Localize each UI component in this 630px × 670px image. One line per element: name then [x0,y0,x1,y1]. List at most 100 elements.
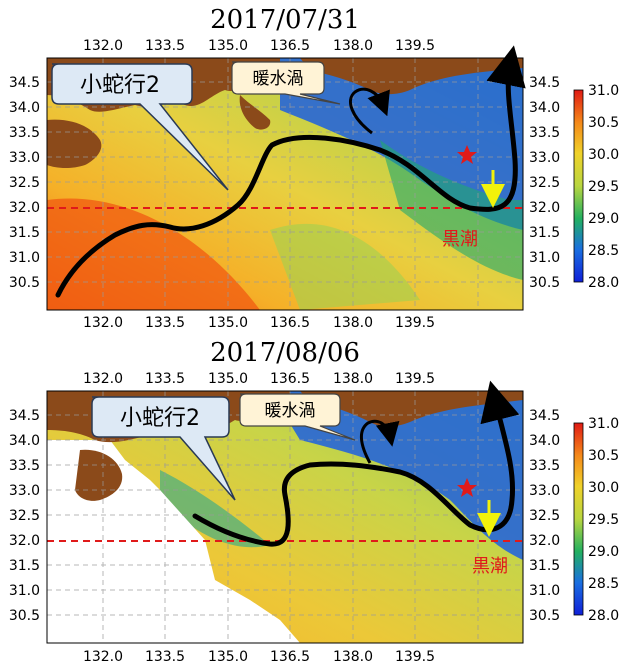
lat-tick: 32.0 [9,200,40,216]
lat-tick: 33.0 [9,150,40,166]
lon-tick: 138.0 [333,315,373,331]
colorbar-tick: 28.0 [588,608,619,624]
lon-tick: 136.5 [270,371,310,387]
lon-tick: 135.0 [208,315,248,331]
panel-2-lat-ticks: 34.5 34.0 33.5 33.0 32.5 32.0 31.5 31.0 … [9,408,560,624]
colorbar-tick: 28.5 [588,243,619,259]
colorbar-tick: 31.0 [588,416,619,432]
lon-tick: 133.5 [145,649,185,665]
panel-1-lon-ticks: 132.0 133.5 135.0 136.5 138.0 139.5 132.… [83,38,435,331]
star-marker [457,478,477,497]
lat-tick: 31.0 [9,250,40,266]
lon-tick: 139.5 [395,38,435,54]
lon-tick: 135.0 [208,649,248,665]
panel-2-lon-ticks: 132.0 133.5 135.0 136.5 138.0 139.5 132.… [83,371,435,665]
colorbar-tick: 31.0 [588,83,619,99]
lat-tick: 34.0 [9,100,40,116]
lon-tick: 132.0 [83,649,123,665]
lat-tick: 31.5 [9,558,40,574]
colorbar-tick: 30.0 [588,147,619,163]
lon-tick: 138.0 [333,649,373,665]
lat-tick: 32.0 [529,533,560,549]
lat-tick: 30.5 [9,275,40,291]
callout-eddy-text: 暖水渦 [265,401,316,421]
lat-tick: 32.5 [9,508,40,524]
colorbar-tick: 29.5 [588,512,619,528]
lon-tick: 139.5 [395,371,435,387]
panel-1-colorbar: 31.0 30.5 30.0 29.5 29.0 28.5 28.0 [573,83,619,291]
lat-tick: 32.5 [9,175,40,191]
kuroshio-path [55,45,526,298]
lat-tick: 33.5 [9,458,40,474]
kuroshio-label: 黒潮 [442,229,478,250]
lat-tick: 31.5 [529,225,560,241]
star-marker [457,145,477,164]
panel-2: 2017/08/06 [9,338,619,665]
colorbar-tick: 30.5 [588,448,619,464]
lon-tick: 136.5 [270,315,310,331]
colorbar-tick: 30.0 [588,480,619,496]
lat-tick: 33.0 [529,483,560,499]
lat-tick: 34.0 [529,433,560,449]
lon-tick: 138.0 [333,371,373,387]
lat-tick: 33.5 [529,125,560,141]
lat-tick: 34.0 [529,100,560,116]
colorbar-tick: 28.5 [588,576,619,592]
lon-tick: 132.0 [83,38,123,54]
land-honshu [300,58,523,95]
lon-tick: 139.5 [395,315,435,331]
lat-tick: 31.5 [9,225,40,241]
callout-meander-text: 小蛇行2 [120,406,200,431]
lon-tick: 138.0 [333,38,373,54]
callout-eddy: 暖水渦 [231,61,341,105]
callout-meander: 小蛇行2 [51,63,229,191]
land-honshu [300,391,523,427]
lat-tick: 30.5 [529,275,560,291]
lat-tick: 33.5 [529,458,560,474]
lon-tick: 133.5 [145,371,185,387]
lat-tick: 30.5 [9,608,40,624]
lat-tick: 34.5 [9,408,40,424]
lat-tick: 33.0 [9,483,40,499]
panel-1-lat-ticks: 34.5 34.0 33.5 33.0 32.5 32.0 31.5 31.0 … [9,75,560,291]
kuroshio-path [192,380,520,547]
lon-tick: 139.5 [395,649,435,665]
callout-meander: 小蛇行2 [91,396,236,501]
lon-tick: 136.5 [270,649,310,665]
colorbar-tick: 30.5 [588,115,619,131]
lat-tick: 33.0 [529,150,560,166]
panel-2-title: 2017/08/06 [210,338,360,368]
land-kyushu [75,449,123,501]
lat-tick: 30.5 [529,608,560,624]
lat-tick: 33.5 [9,125,40,141]
panel-1-map: 黒潮 [46,45,526,311]
callout-meander-text: 小蛇行2 [80,73,160,98]
lat-tick: 31.0 [9,583,40,599]
callout-eddy-text: 暖水渦 [253,69,304,89]
panel-2-colorbar: 31.0 30.5 30.0 29.5 29.0 28.5 28.0 [573,416,619,624]
colorbar-tick: 29.0 [588,211,619,227]
lon-tick: 133.5 [145,38,185,54]
lat-tick: 34.5 [9,75,40,91]
lat-tick: 31.5 [529,558,560,574]
lon-tick: 136.5 [270,38,310,54]
callout-eddy: 暖水渦 [239,393,356,441]
colorbar-tick: 28.0 [588,275,619,291]
colorbar-tick: 29.5 [588,179,619,195]
lon-tick: 133.5 [145,315,185,331]
colorbar-tick: 29.0 [588,544,619,560]
lat-tick: 34.0 [9,433,40,449]
lat-tick: 32.0 [529,200,560,216]
lon-tick: 135.0 [208,38,248,54]
panel-1-title: 2017/07/31 [210,5,360,35]
lat-tick: 32.5 [529,175,560,191]
land-kii [239,95,271,130]
lat-tick: 34.5 [529,75,560,91]
kuroshio-label: 黒潮 [472,556,508,577]
lon-tick: 132.0 [83,315,123,331]
lat-tick: 32.5 [529,508,560,524]
lon-tick: 132.0 [83,371,123,387]
lat-tick: 34.5 [529,408,560,424]
panel-1-grid [47,58,523,310]
lon-tick: 135.0 [208,371,248,387]
